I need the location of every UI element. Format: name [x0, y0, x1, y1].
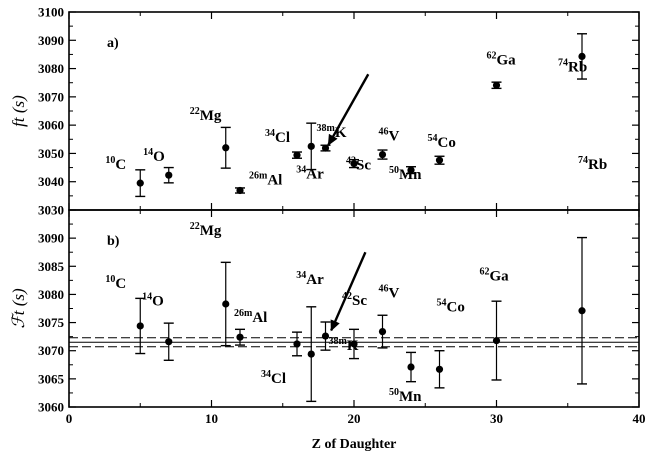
- data-point: [236, 333, 244, 341]
- plot-frame: [68, 11, 640, 211]
- y-tick-label: 3090: [38, 231, 64, 246]
- nuclide-label: 54Co: [428, 133, 456, 151]
- nuclide-label: 74Rb: [578, 155, 607, 173]
- nuclide-label: 22Mg: [190, 221, 222, 239]
- data-point: [222, 300, 230, 308]
- nuclide-label: 34Cl: [261, 369, 286, 387]
- arrow: [327, 73, 370, 146]
- nuclide-label: 46V: [379, 284, 400, 302]
- y-tick-label: 3075: [38, 315, 65, 330]
- y-tick-label: 3030: [38, 203, 64, 218]
- nuclide-label: 14O: [143, 147, 165, 165]
- data-point: [293, 340, 301, 348]
- data-point: [492, 336, 501, 345]
- x-tick-label: 0: [66, 411, 73, 426]
- data-point: [307, 350, 315, 358]
- data-point: [222, 144, 230, 152]
- nuclide-label: 26mAl: [249, 170, 282, 188]
- y-tick-label: 3080: [38, 287, 64, 302]
- nuclide-label: 10C: [105, 274, 126, 292]
- y-tick-label: 3090: [38, 33, 64, 48]
- nuclide-label: 46V: [379, 127, 400, 145]
- y-tick-label: 3050: [38, 146, 64, 161]
- y-tick-label: 3100: [38, 5, 64, 20]
- nuclide-label: 74Rb: [558, 57, 587, 75]
- y-tick-label: 3085: [38, 259, 65, 274]
- y-tick-label: 3070: [38, 343, 64, 358]
- data-point: [435, 156, 444, 164]
- x-tick-label: 20: [348, 411, 361, 426]
- y-tick-label: 3040: [38, 174, 64, 189]
- x-tick-label: 40: [633, 411, 646, 426]
- y-axis-label: ℱt (s): [9, 288, 28, 329]
- arrow: [330, 251, 367, 332]
- nuclide-label: 10C: [105, 155, 126, 173]
- nuclide-label: 34Ar: [296, 164, 324, 182]
- y-tick-label: 3060: [38, 400, 64, 415]
- nuclide-label: 22Mg: [190, 106, 222, 124]
- data-point: [407, 166, 415, 174]
- x-tick-label: 10: [205, 411, 218, 426]
- data-point: [293, 151, 301, 159]
- data-point: [350, 340, 358, 348]
- nuclide-label: 54Co: [437, 297, 465, 315]
- y-tick-label: 3060: [38, 118, 64, 133]
- nuclide-label: 34Ar: [296, 270, 324, 288]
- nuclide-label: 50Mn: [389, 387, 422, 405]
- x-tick-label: 30: [490, 411, 503, 426]
- x-axis-title: Z of Daughter: [312, 437, 397, 452]
- data-point: [378, 150, 387, 159]
- data-point: [165, 338, 173, 346]
- data-point: [407, 363, 415, 371]
- data-point: [578, 307, 586, 315]
- nuclide-label: 34Cl: [265, 128, 290, 146]
- data-point: [378, 327, 387, 336]
- data-point: [492, 81, 501, 89]
- panel-tag: a): [107, 36, 119, 51]
- nuclide-label: 50Mn: [389, 165, 422, 183]
- nuclide-label: 62Ga: [487, 50, 517, 68]
- data-point: [435, 365, 444, 373]
- nuclide-label: 14O: [142, 292, 164, 310]
- data-point: [136, 322, 144, 330]
- y-axis-label: ft (s): [9, 95, 28, 127]
- nuclide-label: 26mAl: [234, 308, 267, 326]
- y-tick-label: 3070: [38, 89, 64, 104]
- data-point: [236, 186, 244, 195]
- data-point: [321, 144, 330, 152]
- nuclide-label: 42Sc: [346, 156, 371, 174]
- data-point: [578, 52, 586, 61]
- data-point: [307, 142, 315, 150]
- y-tick-label: 3065: [38, 371, 65, 386]
- panel-tag: b): [107, 234, 120, 249]
- data-point: [321, 332, 330, 340]
- y-tick-label: 3080: [38, 61, 64, 76]
- panel-a: 3030 3040 3050 3060 3070 3080 3090 3100 ft (s) a)…: [9, 5, 640, 218]
- data-point: [350, 160, 358, 168]
- data-point: [165, 171, 173, 179]
- nuclide-label: 62Ga: [480, 267, 510, 285]
- data-point: [136, 179, 144, 187]
